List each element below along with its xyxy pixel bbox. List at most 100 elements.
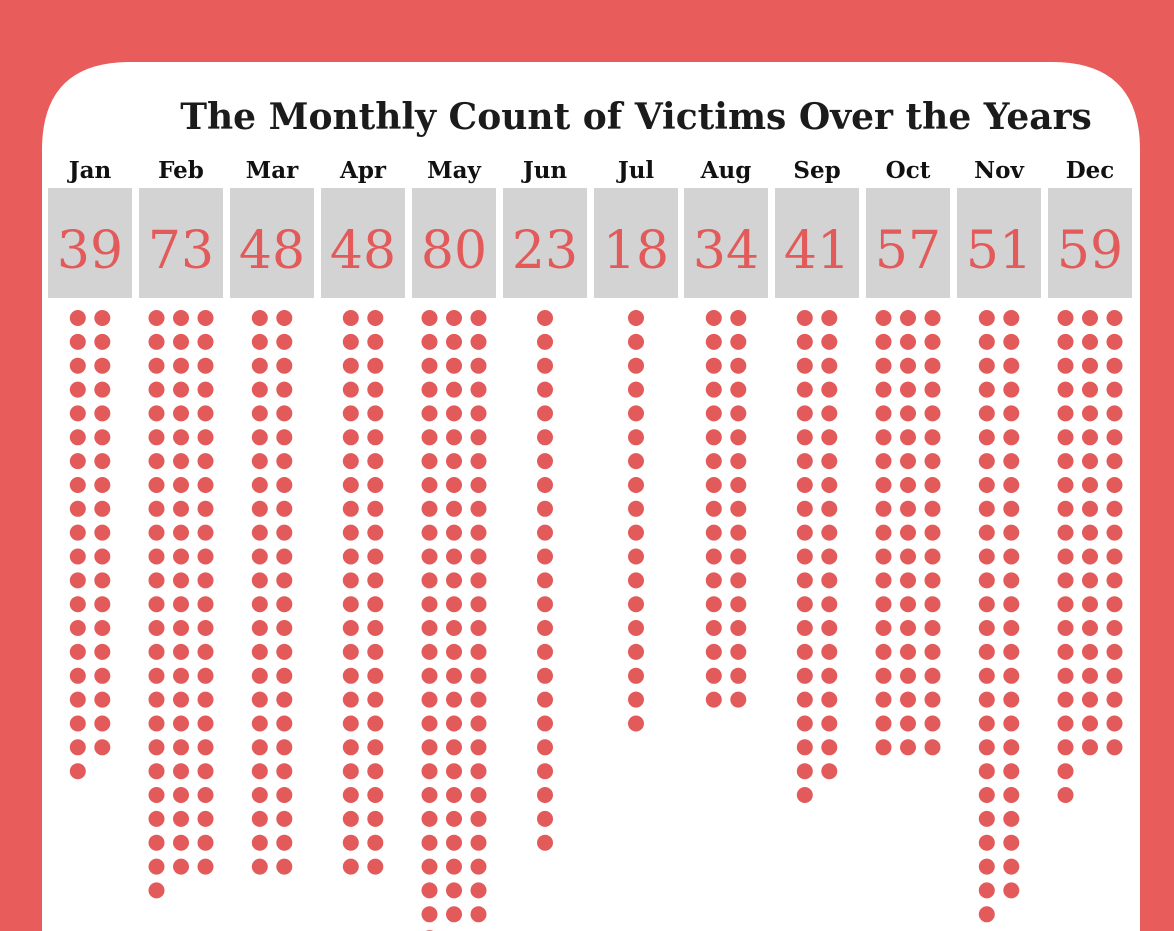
month-label: May — [427, 157, 481, 184]
victim-dot — [1003, 572, 1020, 589]
victim-dot — [924, 691, 941, 708]
victim-dot — [730, 524, 747, 541]
victim-dot — [1057, 500, 1074, 517]
victim-dot — [924, 405, 941, 422]
victim-dot — [628, 572, 644, 589]
victim-dot — [251, 763, 268, 780]
victim-dot — [148, 548, 165, 565]
victim-dot — [470, 381, 487, 398]
victim-dot — [628, 429, 644, 446]
victim-dot — [342, 715, 359, 732]
chart-panel — [42, 62, 1140, 931]
victim-dot — [94, 739, 111, 756]
victim-dot — [367, 667, 384, 684]
victim-dot — [978, 787, 995, 803]
victim-dot — [628, 596, 644, 613]
victim-dot — [875, 739, 892, 756]
victim-dot — [628, 310, 644, 326]
count-label: 80 — [421, 221, 487, 281]
victim-dot — [470, 524, 487, 541]
count-label: 48 — [239, 221, 305, 281]
victim-dot — [421, 310, 438, 326]
victim-dot — [1106, 548, 1123, 565]
victim-dot — [978, 548, 995, 565]
victim-dot — [705, 477, 722, 493]
month-label: Jul — [616, 157, 655, 184]
victim-dot — [148, 787, 165, 803]
victim-dot — [342, 310, 359, 326]
victim-dot — [470, 810, 487, 827]
month-label: Mar — [246, 157, 299, 184]
victim-dot — [367, 643, 384, 660]
victim-dot — [342, 596, 359, 613]
victim-dot — [1082, 429, 1098, 446]
count-box — [412, 188, 496, 298]
victim-dot — [628, 691, 644, 708]
victim-dot — [446, 739, 462, 756]
victim-dot — [1106, 500, 1123, 517]
victim-dot — [148, 620, 165, 636]
victim-dot — [94, 405, 111, 422]
victim-dot — [1057, 715, 1074, 732]
victim-dot — [537, 643, 553, 660]
victim-dot — [276, 381, 293, 398]
victim-dot — [1003, 691, 1020, 708]
victim-dot — [197, 715, 214, 732]
victim-dot — [1003, 596, 1020, 613]
victim-dot — [978, 906, 995, 923]
victim-dot — [1106, 739, 1123, 756]
victim-dot — [276, 524, 293, 541]
victim-dot — [1003, 787, 1020, 803]
victim-dot — [537, 381, 553, 398]
victim-dot — [94, 596, 111, 613]
victim-dot — [342, 572, 359, 589]
victim-dot — [978, 620, 995, 636]
victim-dot — [1082, 357, 1098, 374]
victim-dot — [796, 787, 813, 803]
month-columns: Jan 39 Feb 73 Mar 48 Apr 48 May 80 Jun 23 Jul 18 Aug 34… — [48, 157, 1132, 931]
victim-dot — [148, 596, 165, 613]
victim-dot — [900, 691, 916, 708]
month-column-sep: Sep 41 — [775, 157, 859, 803]
victim-dot — [730, 643, 747, 660]
month-label: Jan — [67, 157, 112, 184]
victim-dot — [94, 667, 111, 684]
victim-dot — [705, 453, 722, 470]
victim-dot — [978, 381, 995, 398]
victim-dot — [875, 500, 892, 517]
victim-dot — [730, 548, 747, 565]
victim-dot — [197, 405, 214, 422]
victim-dot — [197, 477, 214, 493]
victim-dot — [978, 429, 995, 446]
victim-dot — [821, 310, 838, 326]
chart-title: The Monthly Count of Victims Over the Ye… — [180, 96, 1092, 138]
victim-dot — [276, 715, 293, 732]
victim-dot — [470, 691, 487, 708]
victim-dot — [730, 572, 747, 589]
victim-dot — [470, 763, 487, 780]
victim-dot — [421, 453, 438, 470]
victim-dot — [446, 643, 462, 660]
victim-dot — [173, 524, 189, 541]
victim-dot — [1057, 310, 1074, 326]
victim-dot — [900, 477, 916, 493]
victim-dot — [537, 477, 553, 493]
victim-dot — [197, 333, 214, 350]
victim-dot — [1003, 453, 1020, 470]
victim-dot — [821, 477, 838, 493]
count-box — [1048, 188, 1132, 298]
victim-dot — [94, 381, 111, 398]
victim-dot — [1003, 620, 1020, 636]
victim-dot — [1057, 763, 1074, 780]
victim-dot — [705, 500, 722, 517]
victim-dot — [173, 810, 189, 827]
victim-dot — [470, 548, 487, 565]
victim-dot — [367, 429, 384, 446]
victim-dot — [470, 477, 487, 493]
victim-dot — [730, 310, 747, 326]
victim-dot — [470, 333, 487, 350]
victim-dot — [628, 524, 644, 541]
victim-dot — [730, 667, 747, 684]
